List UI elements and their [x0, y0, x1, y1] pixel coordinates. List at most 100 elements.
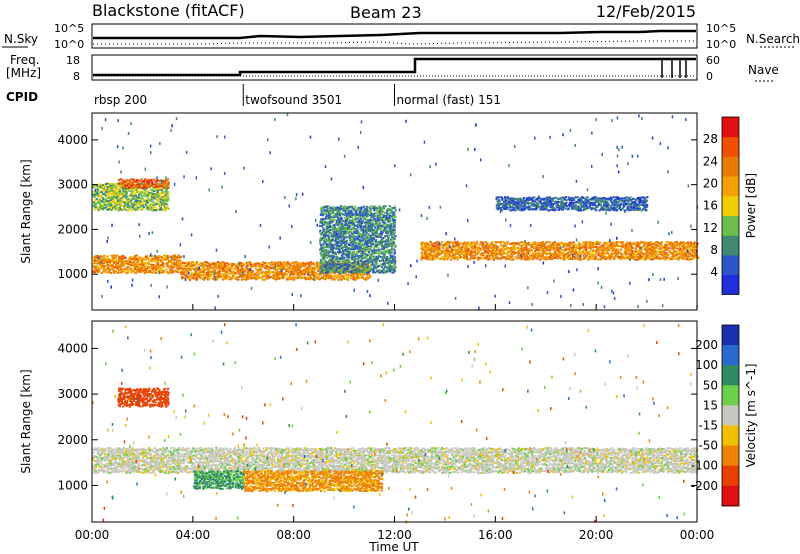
power-cell [134, 257, 138, 260]
power-cell [350, 256, 354, 259]
power-cell [344, 236, 347, 239]
power-cell [212, 262, 216, 265]
power-cell [486, 243, 489, 246]
power-cell [667, 247, 670, 250]
power-cell [481, 246, 484, 249]
power-cell [536, 245, 539, 248]
power-cell [349, 266, 352, 269]
power-cell [384, 205, 387, 208]
power-cell [202, 278, 206, 281]
power-cell [338, 228, 341, 231]
power-cell [388, 218, 392, 221]
power-cell [101, 206, 104, 209]
power-cell [453, 248, 456, 251]
power-cell [426, 246, 430, 249]
power-cell [137, 206, 140, 209]
power-cell [375, 221, 378, 224]
power-cell [390, 208, 393, 211]
power-cell [277, 262, 280, 265]
power-cell [157, 262, 160, 265]
power-cell [621, 253, 624, 256]
power-cell [585, 254, 588, 257]
power-cell [571, 258, 574, 260]
power-cell [574, 244, 577, 247]
power-cell [368, 273, 371, 276]
power-cell [348, 259, 351, 262]
power-cell [223, 275, 226, 278]
power-cell [156, 195, 159, 198]
power-cell [666, 256, 669, 259]
power-cell [356, 246, 359, 249]
power-cell [477, 250, 481, 253]
power-cell [372, 224, 375, 227]
power-cell [363, 255, 366, 258]
power-cell [367, 271, 371, 274]
power-cell [366, 219, 369, 222]
power-cell [531, 256, 534, 259]
power-cell [484, 244, 487, 247]
power-cell [326, 256, 329, 259]
power-cell [335, 212, 338, 215]
power-cell [337, 271, 340, 274]
power-cell [491, 241, 494, 244]
power-cell [100, 191, 104, 194]
power-plot-area [91, 112, 698, 311]
power-cell [535, 252, 538, 255]
power-cell [384, 240, 387, 243]
power-cell [474, 254, 477, 257]
power-cell [176, 263, 179, 266]
power-cell [597, 253, 600, 256]
station-title: Blackstone (fitACF) [92, 1, 245, 20]
power-cell [426, 258, 429, 261]
power-cell [115, 254, 118, 257]
power-cell [346, 250, 349, 253]
power-cell [574, 257, 577, 260]
power-cell [344, 224, 347, 226]
power-cell [366, 210, 369, 212]
power-cell [382, 245, 385, 248]
power-cell [206, 270, 209, 273]
power-cell [253, 272, 257, 275]
power-cell [98, 269, 101, 272]
power-cell [359, 263, 362, 266]
power-cell [388, 216, 391, 219]
power-cell [340, 216, 343, 219]
power-cell [579, 258, 582, 261]
power-cell [592, 241, 595, 244]
power-cell [111, 192, 114, 195]
power-cell [614, 251, 617, 254]
power-cell [161, 183, 164, 186]
power-cell [477, 258, 480, 261]
power-cell [554, 252, 558, 255]
power-cell [510, 246, 513, 249]
power-cell [115, 202, 118, 205]
power-cell [123, 205, 126, 208]
power-cell [362, 265, 365, 268]
power-cell [320, 218, 323, 221]
power-cell [345, 278, 348, 280]
power-cell [121, 261, 124, 263]
power-cell [347, 266, 350, 268]
power-cell [319, 260, 323, 263]
power-cell [304, 267, 307, 270]
power-cell [289, 278, 292, 281]
power-cell [138, 179, 141, 182]
power-cell [366, 223, 369, 226]
power-cell [326, 276, 329, 279]
power-cell [319, 242, 322, 245]
power-cell [364, 246, 367, 249]
power-region [92, 254, 183, 275]
power-cell [489, 258, 492, 261]
power-cell [518, 248, 521, 251]
power-cell [390, 233, 393, 236]
power-cell [458, 254, 461, 257]
power-cell [105, 262, 108, 265]
power-cell [334, 215, 337, 218]
power-cell [392, 264, 395, 267]
power-cell [635, 245, 638, 248]
power-cell [570, 243, 573, 246]
power-cell [258, 266, 261, 269]
power-cell [681, 251, 684, 254]
power-cell [367, 276, 370, 279]
power-cell [138, 184, 142, 187]
